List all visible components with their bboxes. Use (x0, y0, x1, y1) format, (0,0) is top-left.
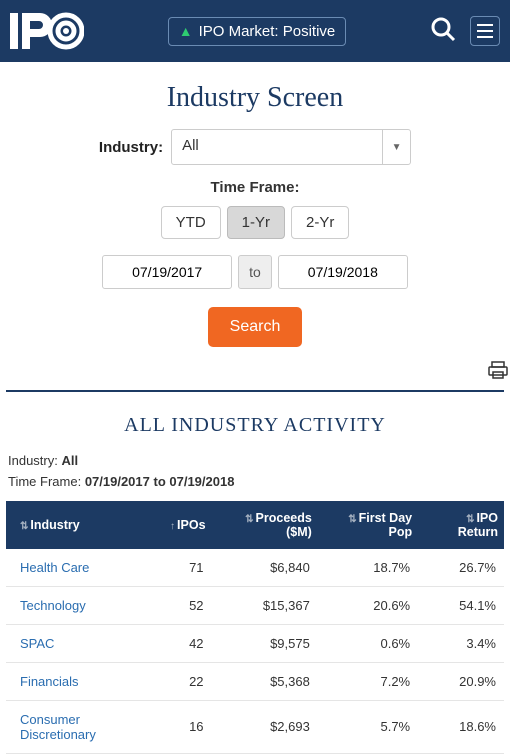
print-icon[interactable] (488, 361, 508, 384)
date-to-input[interactable] (278, 255, 408, 289)
chevron-down-icon: ▼ (382, 130, 410, 164)
menu-button[interactable] (470, 16, 500, 46)
col-return[interactable]: ⇅IPO Return (418, 501, 504, 549)
date-from-input[interactable] (102, 255, 232, 289)
col-ipos[interactable]: ↑IPOs (164, 501, 212, 549)
cell-ipos: 22 (164, 662, 212, 700)
industry-label: Industry: (99, 139, 163, 156)
cell-ipos: 71 (164, 549, 212, 587)
cell-return: 26.7% (418, 549, 504, 587)
col-pop[interactable]: ⇅First Day Pop (318, 501, 418, 549)
cell-return: 3.4% (418, 624, 504, 662)
segment-2yr[interactable]: 2-Yr (291, 206, 349, 239)
time-frame-segments: YTD 1-Yr 2-Yr (15, 206, 495, 239)
cell-pop: 5.7% (318, 700, 418, 753)
cell-pop: 20.6% (318, 586, 418, 624)
arrow-up-icon: ▲ (179, 23, 193, 39)
col-industry[interactable]: ⇅Industry (6, 501, 164, 549)
table-row: SPAC42$9,5750.6%3.4% (6, 624, 504, 662)
section-meta: Industry: All Time Frame: 07/19/2017 to … (0, 451, 510, 493)
table-row: Health Care71$6,84018.7%26.7% (6, 549, 504, 587)
industry-select-value: All (172, 130, 382, 164)
table-row: Technology52$15,36720.6%54.1% (6, 586, 504, 624)
cell-return: 54.1% (418, 586, 504, 624)
logo[interactable] (10, 11, 84, 51)
industry-link[interactable]: Technology (6, 586, 164, 624)
date-separator: to (238, 255, 272, 289)
activity-table: ⇅Industry ↑IPOs ⇅Proceeds ($M) ⇅First Da… (6, 501, 504, 754)
industry-link[interactable]: Health Care (6, 549, 164, 587)
industry-link[interactable]: SPAC (6, 624, 164, 662)
market-status-text: IPO Market: Positive (199, 23, 336, 40)
cell-proceeds: $2,693 (212, 700, 318, 753)
cell-proceeds: $15,367 (212, 586, 318, 624)
search-icon[interactable] (430, 16, 456, 47)
page-title: Industry Screen (0, 82, 510, 114)
cell-return: 20.9% (418, 662, 504, 700)
search-button[interactable]: Search (208, 307, 303, 347)
section-divider (6, 390, 504, 392)
cell-proceeds: $5,368 (212, 662, 318, 700)
cell-return: 18.6% (418, 700, 504, 753)
segment-1yr[interactable]: 1-Yr (227, 206, 285, 239)
time-frame-label: Time Frame: (15, 179, 495, 196)
col-proceeds[interactable]: ⇅Proceeds ($M) (212, 501, 318, 549)
cell-pop: 7.2% (318, 662, 418, 700)
industry-link[interactable]: Consumer Discretionary (6, 700, 164, 753)
section-title: ALL INDUSTRY ACTIVITY (0, 414, 510, 437)
top-header: ▲ IPO Market: Positive (0, 0, 510, 62)
cell-proceeds: $9,575 (212, 624, 318, 662)
table-row: Consumer Discretionary16$2,6935.7%18.6% (6, 700, 504, 753)
market-status-badge[interactable]: ▲ IPO Market: Positive (168, 17, 347, 46)
cell-pop: 18.7% (318, 549, 418, 587)
cell-ipos: 42 (164, 624, 212, 662)
cell-pop: 0.6% (318, 624, 418, 662)
cell-ipos: 16 (164, 700, 212, 753)
cell-ipos: 52 (164, 586, 212, 624)
table-row: Financials22$5,3687.2%20.9% (6, 662, 504, 700)
industry-select[interactable]: All ▼ (171, 129, 411, 165)
cell-proceeds: $6,840 (212, 549, 318, 587)
industry-link[interactable]: Financials (6, 662, 164, 700)
segment-ytd[interactable]: YTD (161, 206, 221, 239)
